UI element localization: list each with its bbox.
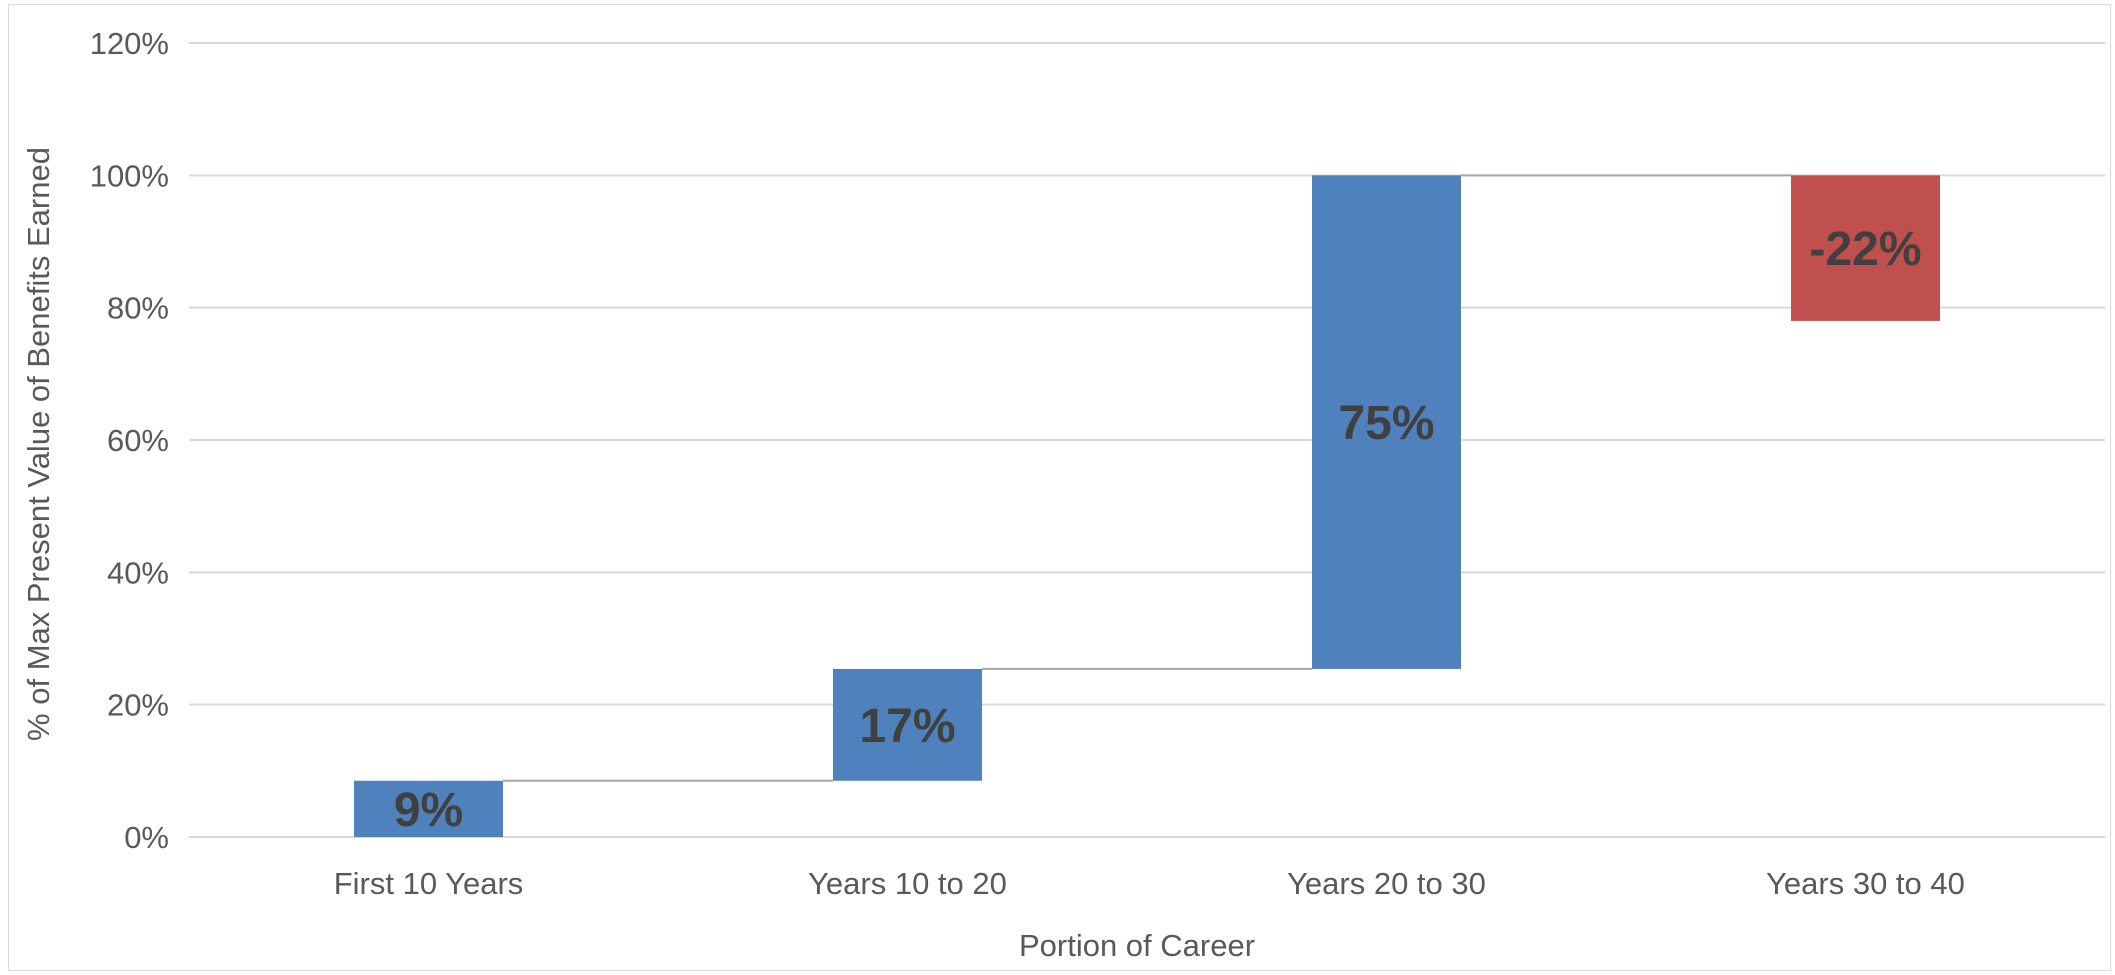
data-label: 9%: [394, 784, 463, 837]
x-tick-label: Years 10 to 20: [808, 866, 1007, 901]
y-tick-label: 100%: [90, 158, 169, 193]
x-axis-title: Portion of Career: [1019, 928, 1255, 963]
chart-frame: 9% 17% 75% -22% 0% 20% 40% 60% 80% 100% 120% Firs…: [8, 4, 2111, 971]
y-axis-ticks: 0% 20% 40% 60% 80% 100% 120%: [90, 26, 169, 855]
data-label: -22%: [1809, 223, 1921, 276]
y-tick-label: 40%: [107, 555, 169, 590]
bar: [354, 780, 503, 837]
gridlines: [189, 42, 2105, 838]
data-label: 75%: [1338, 397, 1434, 450]
x-tick-label: Years 20 to 30: [1287, 866, 1486, 901]
data-label: 17%: [859, 700, 955, 753]
x-axis-ticks: First 10 Years Years 10 to 20 Years 20 to …: [334, 866, 1965, 901]
y-tick-label: 80%: [107, 291, 169, 326]
y-tick-label: 120%: [90, 26, 169, 61]
bar: [1312, 175, 1461, 669]
y-tick-label: 20%: [107, 688, 169, 723]
waterfall-chart: 9% 17% 75% -22% 0% 20% 40% 60% 80% 100% 120% Firs…: [21, 26, 2105, 963]
y-tick-label: 60%: [107, 423, 169, 458]
y-axis-title: % of Max Present Value of Benefits Earne…: [21, 147, 56, 741]
connectors: [503, 174, 1791, 782]
y-tick-label: 0%: [124, 820, 169, 855]
bars: 9% 17% 75% -22%: [354, 175, 1940, 837]
bar: [1791, 175, 1940, 321]
x-tick-label: Years 30 to 40: [1766, 866, 1965, 901]
bar: [833, 668, 982, 781]
x-tick-label: First 10 Years: [334, 866, 524, 901]
